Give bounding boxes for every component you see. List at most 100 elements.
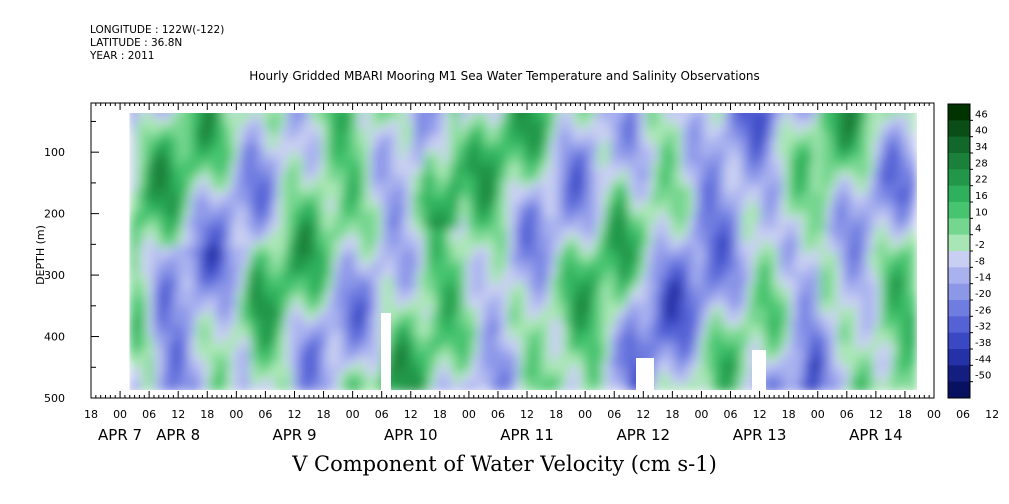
heatmap-cell	[411, 373, 419, 380]
heatmap-cell	[669, 295, 677, 302]
heatmap-cell	[189, 163, 197, 170]
heatmap-cell	[285, 343, 293, 350]
heatmap-cell	[705, 223, 713, 230]
heatmap-cell	[735, 283, 743, 290]
heatmap-cell	[159, 319, 167, 326]
heatmap-cell	[561, 217, 569, 224]
heatmap-cell	[165, 211, 173, 218]
heatmap-cell	[369, 247, 377, 254]
heatmap-cell	[639, 253, 647, 260]
heatmap-cell	[639, 265, 647, 272]
heatmap-cell	[519, 121, 527, 128]
heatmap-cell	[639, 211, 647, 218]
heatmap-cell	[189, 127, 197, 134]
heatmap-cell	[309, 229, 317, 236]
heatmap-cell	[297, 247, 305, 254]
heatmap-cell	[615, 283, 623, 290]
heatmap-cell	[417, 325, 425, 332]
heatmap-cell	[513, 247, 521, 254]
heatmap-cell	[579, 373, 587, 380]
heatmap-cell	[549, 319, 557, 326]
heatmap-cell	[543, 193, 551, 200]
heatmap-cell	[435, 361, 443, 368]
heatmap-cell	[465, 289, 473, 296]
heatmap-cell	[567, 113, 575, 116]
heatmap-cell	[357, 373, 365, 380]
heatmap-cell	[579, 385, 587, 390]
heatmap-cell	[417, 301, 425, 308]
heatmap-cell	[513, 313, 521, 320]
heatmap-cell	[237, 265, 245, 272]
heatmap-cell	[627, 247, 635, 254]
heatmap-cell	[585, 337, 593, 344]
heatmap-cell	[465, 193, 473, 200]
heatmap-cell	[315, 187, 323, 194]
heatmap-cell	[333, 385, 341, 390]
heatmap-cell	[321, 319, 329, 326]
heatmap-cell	[291, 181, 299, 188]
heatmap-cell	[567, 247, 575, 254]
heatmap-cell	[609, 217, 617, 224]
heatmap-cell	[171, 349, 179, 356]
heatmap-cell	[555, 169, 563, 176]
heatmap-cell	[315, 205, 323, 212]
heatmap-cell	[411, 385, 419, 390]
heatmap-cell	[561, 199, 569, 206]
heatmap-cell	[705, 121, 713, 128]
heatmap-cell	[303, 259, 311, 266]
heatmap-cell	[273, 271, 281, 278]
heatmap-cell	[423, 235, 431, 242]
heatmap-cell	[159, 175, 167, 182]
heatmap-cell	[633, 157, 641, 164]
heatmap-cell	[327, 301, 335, 308]
heatmap-cell	[657, 361, 665, 368]
heatmap-cell	[357, 217, 365, 224]
heatmap-cell	[639, 181, 647, 188]
heatmap-cell	[129, 289, 137, 296]
heatmap-cell	[531, 247, 539, 254]
heatmap-cell	[489, 229, 497, 236]
heatmap-cell	[693, 283, 701, 290]
heatmap-cell	[213, 253, 221, 260]
heatmap-cell	[141, 223, 149, 230]
heatmap-cell	[399, 145, 407, 152]
heatmap-cell	[369, 157, 377, 164]
heatmap-cell	[627, 235, 635, 242]
heatmap-cell	[693, 205, 701, 212]
heatmap-cell	[297, 343, 305, 350]
heatmap-cell	[663, 259, 671, 266]
heatmap-cell	[441, 325, 449, 332]
heatmap-cell	[567, 235, 575, 242]
heatmap-cell	[399, 229, 407, 236]
heatmap-cell	[243, 247, 251, 254]
heatmap-cell	[645, 169, 653, 176]
heatmap-cell	[399, 181, 407, 188]
heatmap-cell	[441, 115, 449, 122]
heatmap-cell	[621, 121, 629, 128]
heatmap-cell	[495, 241, 503, 248]
heatmap-cell	[321, 283, 329, 290]
heatmap-cell	[303, 367, 311, 374]
heatmap-cell	[465, 301, 473, 308]
heatmap-cell	[531, 235, 539, 242]
heatmap-cell	[453, 139, 461, 146]
heatmap-cell	[711, 355, 719, 362]
heatmap-cell	[423, 361, 431, 368]
heatmap-cell	[699, 223, 707, 230]
heatmap-cell	[147, 211, 155, 218]
heatmap-cell	[651, 271, 659, 278]
heatmap-cell	[591, 319, 599, 326]
heatmap-cell	[591, 187, 599, 194]
heatmap-cell	[255, 217, 263, 224]
heatmap-cell	[669, 139, 677, 146]
heatmap-cell	[219, 211, 227, 218]
heatmap-cell	[369, 265, 377, 272]
heatmap-cell	[375, 193, 383, 200]
heatmap-cell	[135, 235, 143, 242]
heatmap-cell	[267, 211, 275, 218]
heatmap-cell	[705, 199, 713, 206]
heatmap-cell	[657, 181, 665, 188]
heatmap-cell	[363, 253, 371, 260]
heatmap-cell	[705, 235, 713, 242]
heatmap-cell	[387, 199, 395, 206]
